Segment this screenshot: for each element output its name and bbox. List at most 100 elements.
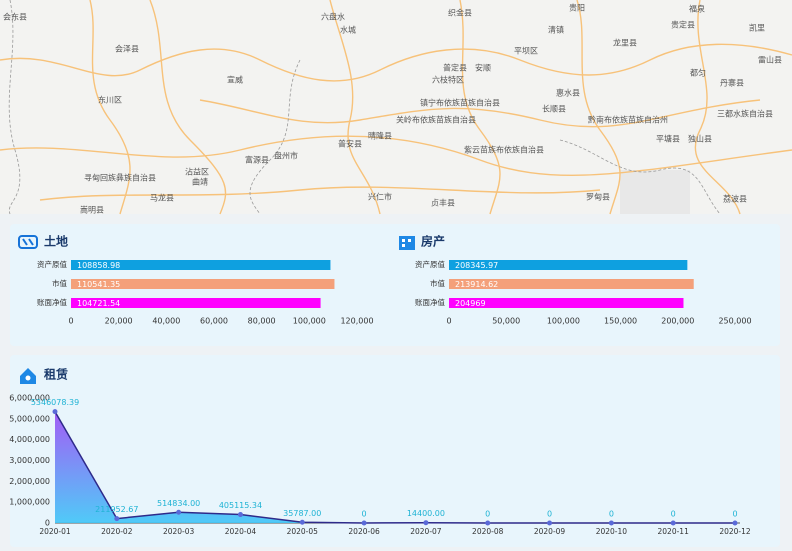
x-tick-label: 2020-09 [534, 527, 566, 536]
map-label[interactable]: 织金县 [448, 8, 472, 18]
category-label: 资产原值 [37, 259, 67, 269]
x-tick-label: 2020-08 [472, 527, 504, 536]
value-label: 514834.00 [157, 499, 200, 508]
bar [71, 279, 335, 289]
category-label: 市值 [430, 278, 445, 288]
map-label[interactable]: 宣威 [227, 75, 243, 85]
map-label[interactable]: 曲靖 [192, 177, 208, 187]
value-label: 211952.67 [95, 505, 138, 514]
x-tick-label: 50,000 [492, 317, 520, 326]
bar [71, 260, 331, 270]
map-label[interactable]: 普安县 [338, 139, 362, 149]
y-tick-label: 1,000,000 [9, 498, 50, 507]
map-label[interactable]: 丹寨县 [720, 78, 744, 88]
x-tick-label: 250,000 [718, 317, 751, 326]
x-tick-label: 2020-05 [287, 527, 319, 536]
map-label[interactable]: 马龙县 [150, 193, 174, 203]
map-label[interactable]: 会东县 [3, 12, 27, 22]
point [547, 520, 553, 526]
map-label[interactable]: 嵩明县 [80, 206, 104, 215]
x-tick-label: 2020-01 [39, 527, 71, 536]
x-tick-label: 2020-11 [658, 527, 690, 536]
value-label: 0 [547, 510, 552, 519]
asset-panel [10, 224, 780, 346]
map-label[interactable]: 都匀 [690, 68, 706, 78]
map-label[interactable]: 兴仁市 [368, 192, 392, 202]
point [52, 409, 58, 415]
x-tick-label: 2020-06 [348, 527, 380, 536]
point [608, 520, 614, 526]
map-label[interactable]: 六枝特区 [432, 75, 464, 85]
map-label[interactable]: 沾益区 [185, 167, 209, 177]
value-label: 5346078.39 [31, 398, 79, 407]
x-tick-label: 2020-10 [596, 527, 628, 536]
house-icon [399, 236, 415, 250]
value-label: 110541.35 [77, 280, 120, 289]
map-label[interactable]: 凯里 [749, 23, 765, 33]
map-label[interactable]: 水城 [340, 25, 356, 35]
map-label[interactable]: 黔南布依族苗族自治州 [588, 115, 668, 125]
map-label[interactable]: 东川区 [98, 95, 122, 105]
map-label[interactable]: 六盘水 [321, 12, 345, 22]
panel-title: 房产 [421, 234, 445, 249]
point [114, 516, 120, 522]
map-label[interactable]: 紫云苗族布依族自治县 [464, 145, 544, 155]
map-label[interactable]: 平坝区 [514, 47, 538, 56]
map-label[interactable]: 贵阳 [569, 3, 585, 13]
map-label[interactable]: 荔波县 [723, 194, 747, 204]
map-roads [0, 0, 792, 215]
map-label[interactable]: 清镇 [548, 25, 564, 35]
point [732, 520, 738, 526]
map-label[interactable]: 平塘县 [656, 134, 680, 144]
map-label[interactable]: 贵定县 [671, 20, 695, 30]
point [423, 520, 429, 526]
x-tick-label: 2020-03 [163, 527, 195, 536]
land-icon [18, 235, 38, 249]
map-label[interactable]: 镇宁布依族苗族自治县 [420, 98, 500, 108]
value-label: 14400.00 [407, 509, 445, 518]
x-tick-label: 20,000 [105, 317, 133, 326]
map-label[interactable]: 罗甸县 [586, 192, 610, 202]
x-tick-label: 2020-04 [225, 527, 257, 536]
category-label: 账面净值 [415, 297, 445, 307]
x-tick-label: 40,000 [152, 317, 180, 326]
point [176, 509, 182, 515]
map-label[interactable]: 盘州市 [274, 151, 298, 161]
map-label[interactable]: 雷山县 [758, 55, 782, 65]
map-label[interactable]: 贞丰县 [431, 198, 455, 208]
value-label: 0 [609, 510, 614, 519]
x-tick-label: 120,000 [340, 317, 373, 326]
point [361, 520, 367, 526]
point [299, 519, 305, 525]
category-label: 资产原值 [415, 259, 445, 269]
map-label[interactable]: 安顺 [475, 63, 491, 73]
value-label: 0 [732, 510, 737, 519]
map-label[interactable]: 寻甸回族彝族自治县 [84, 173, 156, 183]
map-label[interactable]: 关岭布依族苗族自治县 [396, 115, 476, 125]
line [54, 411, 735, 524]
map-label[interactable]: 富源县 [245, 155, 269, 165]
map-label[interactable]: 三都水族自治县 [717, 109, 773, 119]
map-label[interactable]: 独山县 [688, 134, 712, 144]
point [237, 512, 243, 518]
category-label: 市值 [52, 278, 67, 288]
map-label[interactable]: 会泽县 [115, 44, 139, 54]
map-label[interactable]: 福泉 [689, 4, 705, 14]
y-tick-label: 6,000,000 [9, 394, 50, 403]
point [670, 520, 676, 526]
x-tick-label: 100,000 [293, 317, 326, 326]
panel-title: 土地 [44, 234, 68, 249]
map-label[interactable]: 龙里县 [613, 38, 637, 48]
bar [449, 279, 694, 289]
x-tick-label: 80,000 [248, 317, 276, 326]
value-label: 108858.98 [77, 261, 120, 270]
map-label[interactable]: 长顺县 [542, 104, 566, 114]
y-tick-label: 2,000,000 [9, 477, 50, 486]
value-label: 35787.00 [283, 509, 321, 518]
map-label[interactable]: 晴隆县 [368, 131, 392, 141]
value-label: 104721.54 [77, 299, 120, 308]
map-label[interactable]: 普定县 [443, 63, 467, 73]
value-label: 405115.34 [219, 501, 262, 510]
map-label[interactable]: 惠水县 [556, 88, 580, 98]
